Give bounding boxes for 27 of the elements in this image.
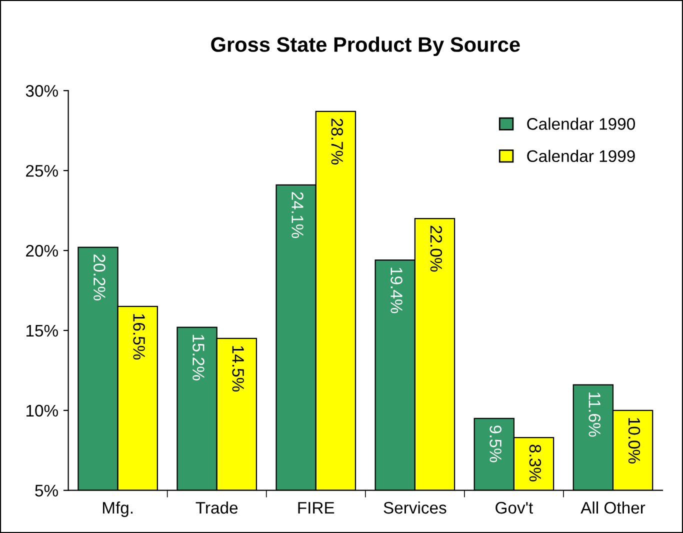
chart-title: Gross State Product By Source [211,36,520,56]
data-label: 24.1% [292,192,304,238]
data-label: 22.0% [430,226,442,272]
x-tick-label: All Other [580,501,646,514]
x-tick-label: Mfg. [102,501,133,518]
x-tick-label: FIRE [298,502,334,514]
data-label: 16.5% [133,314,145,360]
x-tick-label: Services [384,501,446,514]
legend-label: Calendar 1990 [527,118,635,130]
y-tick-label: 30% [26,85,58,97]
data-label: 19.4% [390,268,402,314]
y-tick-label: 15% [26,324,58,337]
data-label: 9.5% [490,426,502,462]
x-tick-label: Trade [196,501,238,514]
data-label: 15.2% [192,334,204,380]
y-tick-label: 25% [26,164,58,177]
y-tick-label: 20% [26,244,58,257]
x-tick-label: Gov't [496,502,534,514]
y-tick-label: 5% [35,484,58,497]
data-label: 14.5% [232,346,244,392]
y-tick-label: 10% [26,404,58,417]
data-label: 11.6% [588,392,601,437]
data-label: 28.7% [331,118,344,164]
data-label: 8.3% [529,444,542,482]
data-label: 10.0% [628,418,640,464]
legend-label: Calendar 1999 [527,150,635,162]
data-label: 20.2% [94,254,106,300]
